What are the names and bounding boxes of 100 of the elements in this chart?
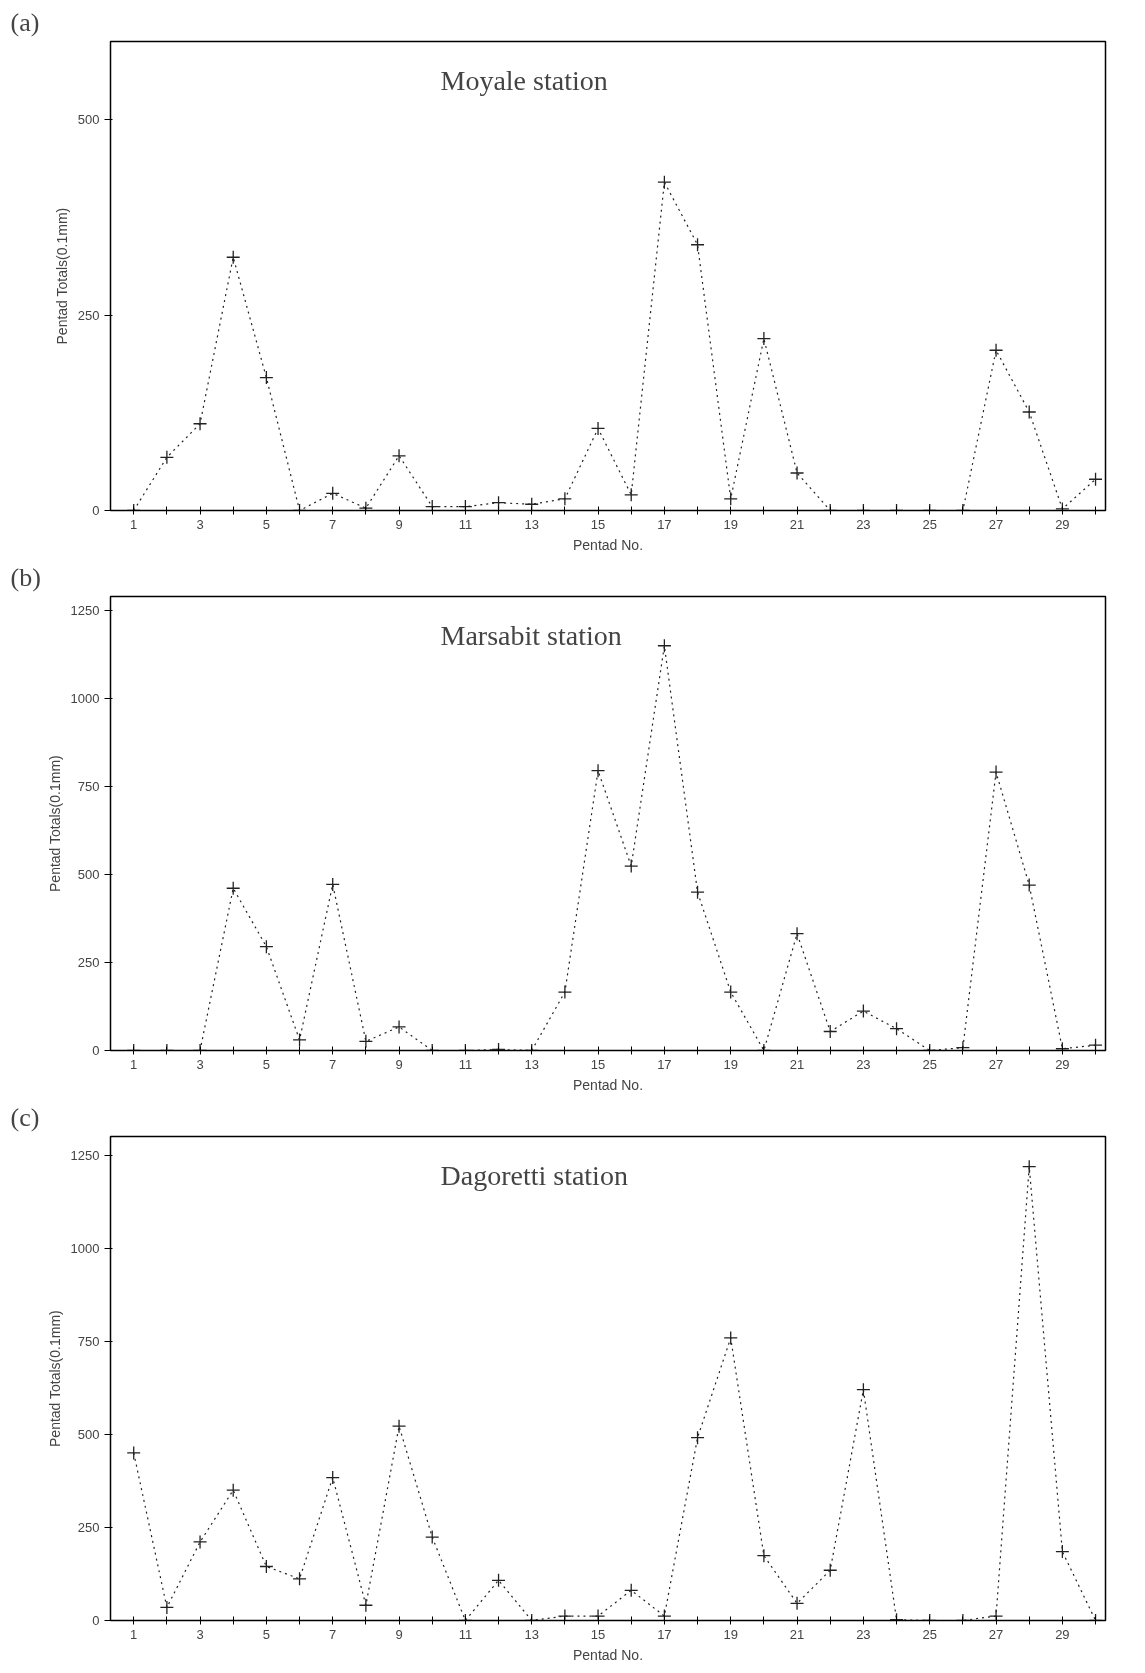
point [325,486,340,501]
x-tick-label: 21 [789,1056,805,1072]
point [657,175,672,190]
point [756,1548,772,1563]
y-tick-label: 1000 [70,691,100,707]
point [624,1583,639,1598]
point [1088,472,1103,487]
point [126,1445,141,1461]
point [259,1559,274,1574]
x-tick-label: 7 [329,1626,337,1642]
x-tick-label: 21 [789,1626,805,1642]
y-tick-label: 500 [77,867,100,883]
y-tick-label: 500 [77,112,100,128]
x-tick-label: 3 [196,1626,204,1642]
point [889,1021,904,1036]
text: Moyale station [440,64,608,96]
point [624,487,639,503]
point [192,416,208,431]
point [358,1598,374,1613]
point [226,250,241,265]
x-tick-label: 27 [988,516,1004,532]
point [159,450,175,465]
x-tick-label: 19 [723,1626,738,1642]
point [988,1608,1004,1621]
y-axis-title: Pentad Totals(0.1mm) [53,207,70,345]
x-tick-label: 1 [130,516,138,532]
point [226,1483,241,1498]
x-tick-label: 11 [458,516,473,532]
point [491,495,506,510]
point [159,1600,175,1615]
point [590,1608,606,1621]
y-tick-label: 1250 [70,603,100,619]
x-tick-label: 25 [922,1626,937,1642]
point [590,763,606,778]
x-tick-label: 29 [1055,1626,1070,1642]
x-tick-label: 5 [262,1056,270,1072]
text: (a) [10,7,40,37]
y-tick-label: 750 [77,779,100,795]
x-tick-label: 27 [988,1626,1004,1642]
text: Dagoretti station [440,1159,628,1191]
y-tick-label: 250 [77,1519,100,1535]
x-tick-label: 23 [856,1626,871,1642]
x-tick-label: 15 [590,1056,606,1072]
point [557,491,573,506]
point [391,448,407,463]
point [557,984,573,1000]
x-tick-label: 29 [1055,1056,1070,1072]
y-tick-label: 0 [92,1613,100,1628]
point [391,1419,407,1434]
point [1055,1544,1070,1559]
point [789,926,805,941]
x-tick-label: 9 [395,1056,403,1072]
x-tick-label: 19 [723,1056,738,1072]
x-tick-label: 9 [395,516,403,532]
point [425,1529,440,1545]
text: (c) [10,1102,40,1132]
x-axis-title: Pentad No. [572,1076,644,1093]
y-tick-label: 0 [92,503,100,518]
point [690,884,705,900]
point [1022,877,1037,893]
x-tick-label: 23 [856,516,871,532]
y-tick-label: 750 [77,1333,100,1349]
point [856,1003,871,1019]
x-axis-title: Pentad No. [572,536,644,553]
y-tick-label: 250 [77,955,100,971]
point [325,1470,340,1485]
x-tick-label: 1 [130,1626,138,1642]
x-tick-label: 17 [657,1056,672,1072]
point [690,1430,705,1445]
text: (b) [10,562,41,592]
x-tick-label: 25 [922,1056,937,1072]
point [789,465,805,481]
point [259,939,274,954]
x-tick-label: 13 [524,1626,539,1642]
point [690,237,705,252]
x-tick-label: 7 [329,516,337,532]
point [856,1382,871,1397]
point [590,421,606,436]
y-axis-title: Pentad Totals(0.1mm) [46,755,63,892]
x-axis-title: Pentad No. [572,1646,644,1663]
x-tick-label: 15 [590,516,606,532]
x-tick-label: 13 [524,516,539,532]
point [723,1330,738,1346]
point [624,858,639,874]
x-tick-label: 23 [856,1056,871,1072]
point [823,1563,838,1578]
y-tick-label: 500 [77,1426,100,1442]
point [1022,404,1037,420]
x-tick-label: 19 [723,516,738,532]
point [259,370,274,385]
y-tick-label: 0 [92,1043,100,1058]
x-tick-label: 15 [590,1626,606,1642]
x-tick-label: 25 [922,516,937,532]
y-axis-title: Pentad Totals(0.1mm) [46,1310,63,1447]
x-tick-label: 3 [196,516,204,532]
point [789,1596,805,1611]
point [756,331,772,346]
y-tick-label: 1250 [70,1147,100,1163]
point [723,491,738,506]
point [491,1573,506,1588]
